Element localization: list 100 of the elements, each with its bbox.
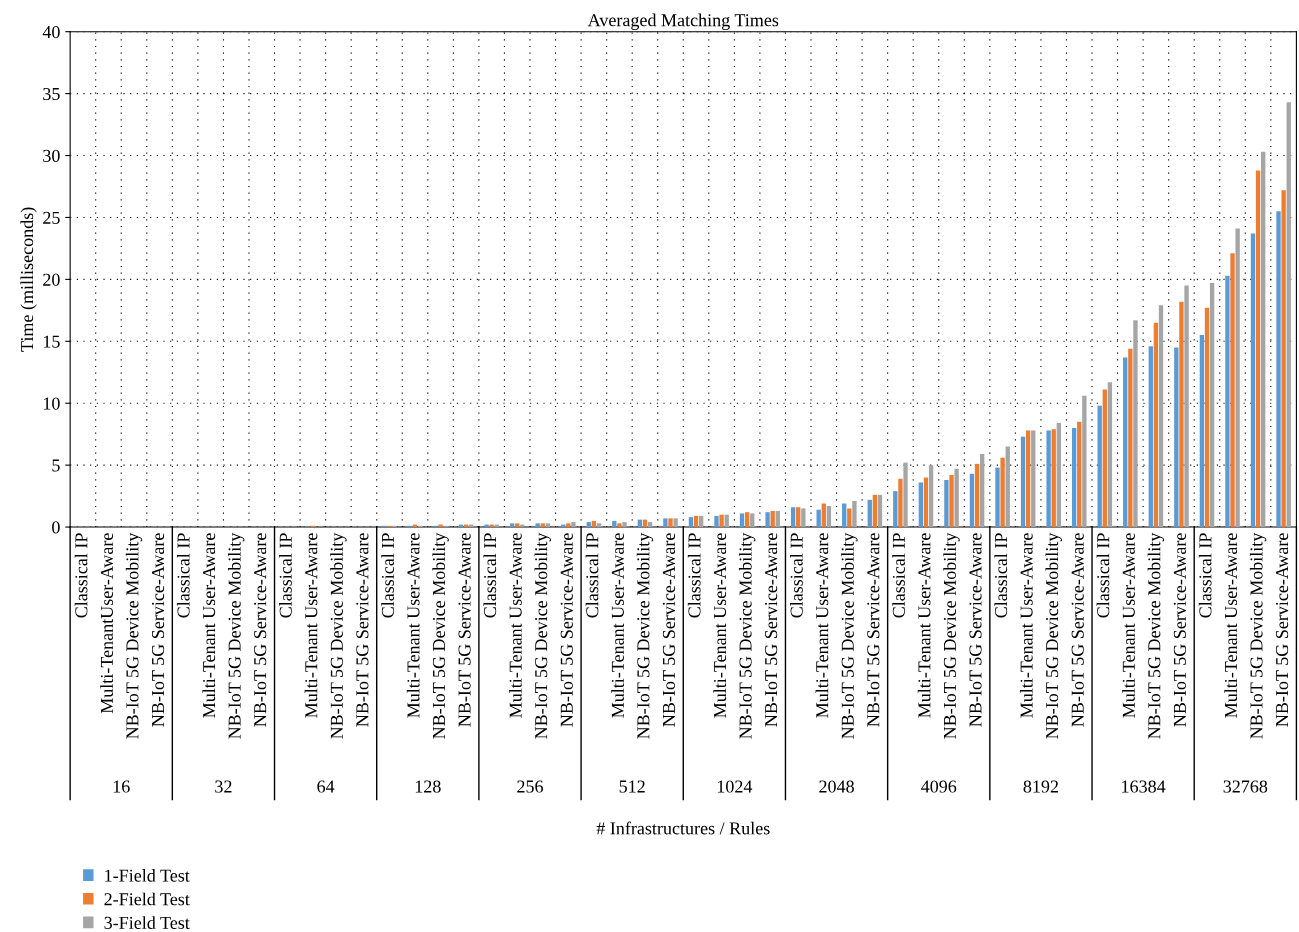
bar (1179, 301, 1184, 528)
bar (688, 517, 694, 528)
x-tick-label: NB-IoT 5G Device Mobility (1045, 532, 1062, 739)
text: 4096 (921, 780, 957, 793)
legend-label: 1-Field Test (105, 869, 190, 882)
bar (974, 463, 980, 528)
x-tick-label: NB-IoT 5G Service-Aware (1276, 533, 1289, 727)
bar (1286, 102, 1291, 528)
bar (1102, 389, 1107, 528)
y-tick-label: 0 (52, 521, 60, 534)
x-axis-title: # Infrastructures / Rules (596, 821, 770, 835)
bar (1046, 430, 1051, 528)
bar (719, 514, 724, 528)
x-tick-label: NB-IoT 5G Service-Aware (765, 533, 778, 727)
x-tick-label: NB-IoT 5G Service-Aware (458, 533, 471, 727)
x-tick-label: Classical IP (279, 533, 292, 618)
bar (1255, 170, 1261, 528)
bar (1082, 395, 1087, 528)
bar (1025, 430, 1031, 528)
text: 512 (619, 780, 645, 793)
x-tick-label: NB-IoT 5G Device Mobility (841, 532, 858, 739)
y-tick-label: 40 (42, 25, 60, 39)
bar (903, 462, 908, 528)
y-tick-label: 20 (43, 273, 60, 286)
x-tick-label: Classical IP (892, 533, 905, 618)
text: 16 (113, 780, 130, 793)
x-tick-label: Multi-Tenant User-Aware (1019, 533, 1033, 718)
text: 32 (215, 780, 232, 793)
x-tick-label: NB-IoT 5G Service-Aware (356, 533, 369, 727)
bar (1097, 405, 1102, 528)
bar (668, 518, 673, 528)
bar (1077, 421, 1082, 528)
x-tick-label: NB-IoT 5G Service-Aware (151, 533, 165, 727)
text: 16384 (1122, 780, 1166, 793)
x-tick-label: Classical IP (74, 533, 88, 618)
bar (617, 523, 622, 528)
bar (489, 524, 494, 528)
bar (877, 494, 883, 528)
bar (1158, 305, 1164, 528)
x-tick-label: NB-IoT 5G Device Mobility (125, 532, 143, 739)
x-tick-label: Classical IP (994, 533, 1008, 618)
bar (693, 515, 699, 528)
x-tick-label: NB-IoT 5G Service-Aware (867, 533, 880, 727)
bar (790, 507, 796, 528)
x-tick-label: NB-IoT 5G Device Mobility (330, 532, 347, 739)
bar (698, 515, 704, 528)
bar (1174, 347, 1179, 528)
bar (816, 509, 821, 528)
bar (928, 465, 934, 528)
x-tick-label: NB-IoT 5G Service-Aware (1173, 533, 1186, 727)
x-tick-label: Classical IP (687, 533, 701, 618)
x-tick-label: Multi-Tenant User-Aware (815, 533, 829, 718)
legend-label: 2-Field Test (104, 892, 190, 906)
bar (750, 513, 755, 528)
x-tick-label: NB-IoT 5G Service-Aware (662, 533, 676, 727)
bar (1184, 285, 1189, 528)
bar (1071, 427, 1077, 528)
bar (872, 494, 878, 528)
x-tick-label: NB-IoT 5G Device Mobility (534, 532, 551, 739)
bar (847, 508, 852, 528)
bar (796, 507, 801, 528)
x-tick-label: Multi-Tenant User-Aware (713, 533, 727, 718)
bar (1209, 283, 1215, 528)
y-axis-title: Time (milliseconds) (20, 207, 37, 352)
bar (867, 499, 872, 528)
bar (1123, 357, 1128, 528)
bar (1107, 382, 1113, 528)
bar (1225, 275, 1230, 528)
bar (586, 522, 591, 528)
y-tick-label: 10 (43, 397, 60, 410)
text: 64 (317, 780, 335, 793)
legend-label: 3-Field Test (104, 916, 190, 929)
bar (438, 524, 443, 528)
x-tick-label: Multi-Tenant User-Aware (406, 533, 420, 718)
bar (1020, 436, 1026, 528)
bar (1051, 429, 1056, 528)
bar (893, 491, 898, 528)
bar (1056, 423, 1061, 528)
text: 2048 (819, 780, 854, 793)
bar (509, 523, 515, 528)
text: 128 (415, 780, 441, 793)
x-tick-label: NB-IoT 5G Service-Aware (254, 533, 267, 727)
bar (1281, 190, 1286, 528)
x-tick-label: Multi-Tenant User-Aware (509, 533, 522, 718)
bar (954, 468, 959, 528)
x-tick-label: Classical IP (790, 533, 803, 618)
y-tick-label: 25 (43, 211, 60, 224)
bar (571, 522, 576, 528)
bar (770, 510, 775, 528)
x-tick-label: Multi-Tenant User-Aware (917, 533, 931, 718)
text: 1024 (717, 780, 753, 793)
bar (515, 523, 520, 528)
x-tick-label: Classical IP (483, 533, 497, 618)
bar (1261, 151, 1266, 528)
x-tick-label: NB-IoT 5G Device Mobility (636, 532, 654, 739)
bar (1153, 322, 1159, 528)
x-tick-label: Classical IP (1096, 533, 1110, 618)
bar (744, 512, 750, 528)
x-tick-label: Multi-Tenant User-Aware (304, 533, 318, 718)
bar (775, 510, 780, 528)
